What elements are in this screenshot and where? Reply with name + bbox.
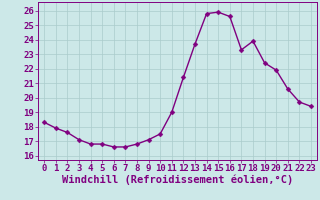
X-axis label: Windchill (Refroidissement éolien,°C): Windchill (Refroidissement éolien,°C) <box>62 175 293 185</box>
